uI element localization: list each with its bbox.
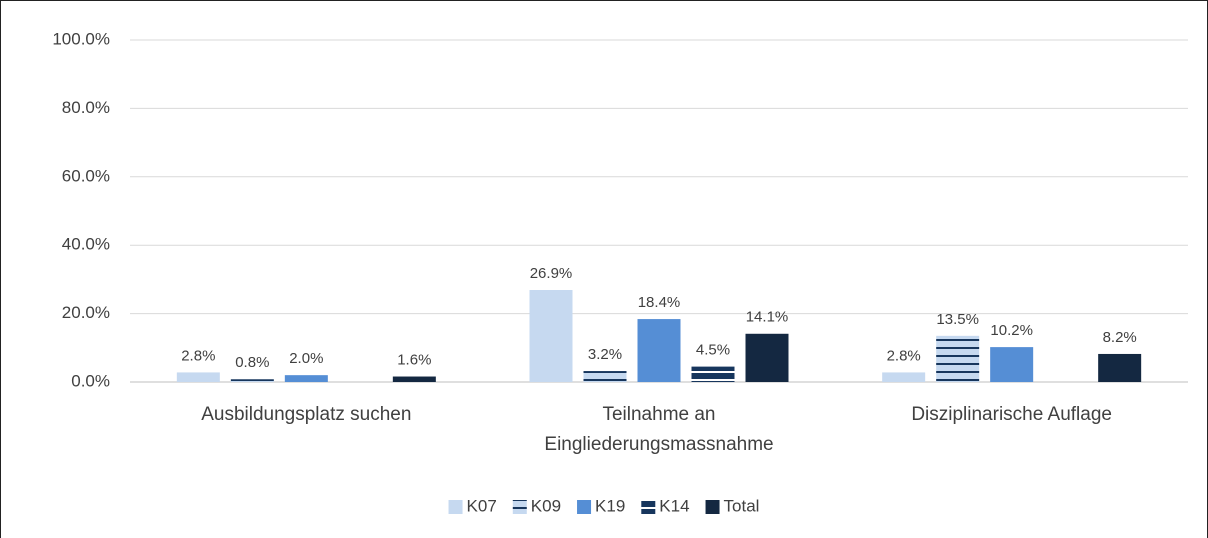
value-label: 1.6% xyxy=(397,351,431,368)
bar xyxy=(230,379,274,382)
value-label: 3.2% xyxy=(588,346,622,363)
bar xyxy=(936,335,980,382)
bar xyxy=(583,371,627,382)
y-tick-label: 40.0% xyxy=(62,235,110,254)
legend-swatch xyxy=(705,500,720,514)
legend-swatch xyxy=(577,500,592,514)
y-tick-label: 0.0% xyxy=(71,371,110,390)
value-label: 2.8% xyxy=(181,347,215,364)
value-label: 2.0% xyxy=(289,350,323,367)
y-tick-label: 20.0% xyxy=(62,303,110,322)
bar xyxy=(284,375,328,382)
bar xyxy=(691,366,735,382)
y-tick-label: 80.0% xyxy=(62,98,110,117)
legend-label: K09 xyxy=(531,496,561,515)
bar xyxy=(745,333,789,382)
legend-swatch xyxy=(641,500,656,514)
bar xyxy=(392,376,436,382)
legend-label: Total xyxy=(724,496,760,515)
legend-label: K07 xyxy=(467,496,497,515)
y-tick-label: 60.0% xyxy=(62,166,110,185)
bar xyxy=(1098,353,1142,382)
value-label: 14.1% xyxy=(746,309,789,326)
bar xyxy=(882,372,926,382)
x-tick-label: Teilnahme an Eingliederungsmassnahme xyxy=(544,404,774,455)
legend-label: K14 xyxy=(659,496,689,515)
y-tick-label: 100.0% xyxy=(52,29,110,48)
x-tick-label: Disziplinarische Auflage xyxy=(911,404,1112,425)
value-label: 8.2% xyxy=(1103,329,1137,346)
value-label: 10.2% xyxy=(990,322,1033,339)
bar xyxy=(637,319,681,382)
legend: K07 K09 K19 K14 Total xyxy=(448,496,760,515)
legend-swatch xyxy=(448,500,463,514)
x-tick-label: Ausbildungsplatz suchen xyxy=(201,404,412,425)
value-label: 0.8% xyxy=(235,354,269,371)
bar xyxy=(990,347,1034,382)
legend-swatch xyxy=(512,500,527,514)
value-label: 4.5% xyxy=(696,342,730,359)
value-label: 18.4% xyxy=(638,294,681,311)
value-label: 13.5% xyxy=(936,311,979,328)
bar xyxy=(176,372,220,382)
value-label: 26.9% xyxy=(530,265,573,282)
bar xyxy=(529,290,573,382)
legend-label: K19 xyxy=(595,496,625,515)
value-label: 2.8% xyxy=(887,347,921,364)
